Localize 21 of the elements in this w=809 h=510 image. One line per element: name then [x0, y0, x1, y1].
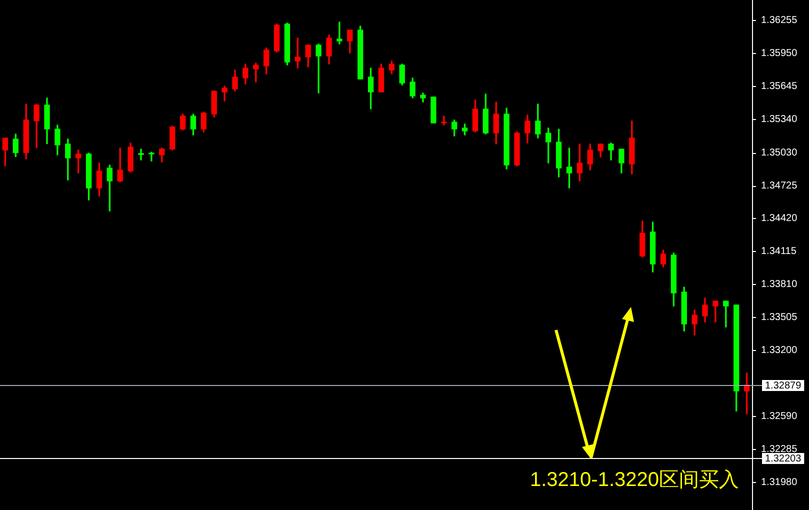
y-tick-label: 1.35950 [761, 48, 798, 59]
y-tick-label: 1.33810 [761, 279, 798, 290]
y-tick-label: 1.36255 [761, 15, 798, 26]
y-tick-label: 1.33200 [761, 345, 798, 356]
annotation: 1.3210-1.3220区间买入 [530, 468, 740, 493]
y-tick-label: 1.34725 [761, 180, 798, 192]
y-tick-label: 1.34115 [761, 246, 797, 258]
candlestick [148, 152, 154, 162]
candlestick [336, 22, 342, 44]
y-tick-label: 1.34420 [761, 213, 798, 224]
candlestick [138, 148, 144, 160]
y-tick-label: 1.35340 [761, 114, 798, 125]
y-tick-label: 1.35645 [761, 80, 798, 92]
y-tick-label: 1.31980 [761, 476, 798, 488]
y-tick-label: 1.32590 [761, 410, 798, 422]
candlestick [316, 44, 322, 94]
y-tick-label: 1.32285 [761, 444, 798, 455]
ref-line-label: 1.32203 [765, 453, 802, 464]
y-tick-label: 1.33505 [761, 312, 798, 324]
y-tick-label: 1.35030 [761, 147, 798, 158]
ref-line-label: 1.32879 [765, 380, 802, 392]
